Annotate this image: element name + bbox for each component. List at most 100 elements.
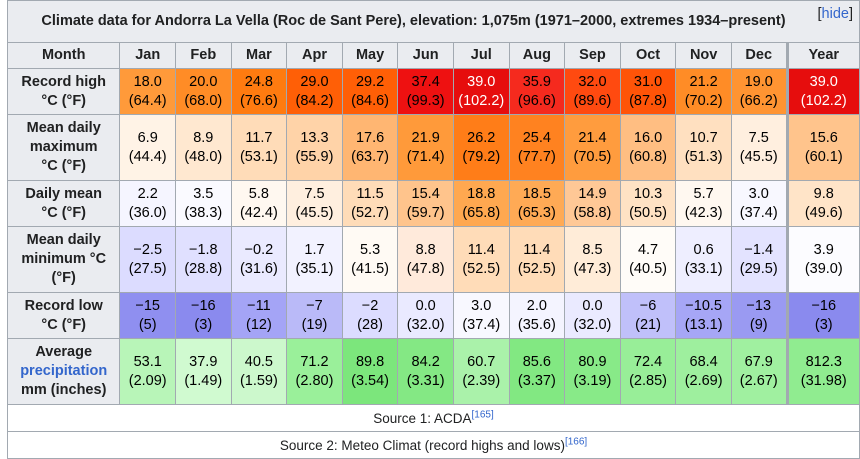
value-celsius: 84.2 (411, 353, 440, 370)
value-celsius: 0.0 (415, 297, 436, 314)
value-celsius: −16 (190, 297, 216, 314)
header-apr: Apr (286, 42, 343, 69)
header-oct: Oct (619, 42, 677, 69)
value-fahrenheit: (2.09) (128, 372, 167, 389)
cell-mean-daily-min-nov: 0.6 (33.1) (675, 226, 732, 293)
cell-record-high-dec: 19.0 (66.2) (730, 68, 788, 115)
reference-link[interactable]: [165] (471, 409, 494, 420)
value-fahrenheit: (42.3) (684, 204, 723, 221)
cell-record-low-jan: −15 (5) (119, 292, 176, 339)
cell-mean-daily-max-aug: 25.4 (77.7) (508, 114, 566, 181)
value-celsius: 21.4 (578, 129, 607, 146)
value-fahrenheit: (2.85) (629, 372, 667, 389)
value-celsius: −2.5 (133, 241, 163, 258)
value-celsius: 3.0 (748, 185, 769, 202)
value-fahrenheit: (87.8) (629, 92, 667, 109)
value-celsius: 39.0 (467, 73, 496, 90)
cell-record-low-year: −16 (3) (785, 292, 860, 339)
value-celsius: 3.5 (193, 185, 214, 202)
value-celsius: 20.0 (189, 73, 218, 90)
value-fahrenheit: (42.4) (239, 204, 278, 221)
cell-mean-daily-max-sep: 21.4 (70.5) (564, 114, 621, 181)
value-celsius: 11.5 (356, 185, 384, 202)
cell-daily-mean-jun: 15.4 (59.7) (397, 180, 454, 227)
value-fahrenheit: (37.4) (462, 316, 501, 333)
value-fahrenheit: (59.7) (406, 204, 445, 221)
value-celsius: 4.7 (637, 241, 659, 258)
cell-mean-daily-min-year: 3.9 (39.0) (785, 226, 860, 293)
value-celsius: −10.5 (685, 297, 722, 314)
cell-mean-daily-min-dec: −1.4 (29.5) (730, 226, 788, 293)
value-celsius: 24.8 (244, 73, 273, 90)
value-celsius: 11.7 (245, 129, 273, 146)
value-fahrenheit: (2.69) (684, 372, 723, 389)
value-celsius: 37.9 (189, 353, 218, 370)
value-celsius: 10.3 (633, 185, 663, 202)
cell-record-low-dec: −13 (9) (730, 292, 788, 339)
value-fahrenheit: (9) (749, 316, 768, 333)
value-fahrenheit: (33.1) (684, 260, 723, 277)
hide-link-label[interactable]: hide (821, 6, 849, 22)
source-row-2: Source 2: Meteo Climat (record highs and… (7, 431, 860, 459)
row-label-line: °C (°F) (41, 158, 87, 174)
cell-mean-daily-max-jul: 26.2 (79.2) (452, 114, 510, 181)
row-label-mean-daily-max: Mean daily maximum °C (°F) (6, 114, 121, 181)
value-celsius: 67.9 (744, 353, 773, 370)
cell-record-high-sep: 32.0 (89.6) (564, 68, 621, 115)
value-fahrenheit: (99.3) (406, 92, 445, 109)
header-jul: Jul (452, 42, 510, 69)
value-fahrenheit: (19) (301, 316, 328, 333)
row-mean-daily-min: Mean daily minimum °C (°F) −2.5 (27.5) −1.8 (2… (6, 226, 860, 293)
value-fahrenheit: (3) (194, 316, 213, 333)
cell-avg-precipitation-mar: 40.5 (1.59) (230, 338, 288, 405)
precipitation-link[interactable]: precipitation (20, 363, 108, 379)
row-label-line: (°F) (51, 270, 76, 286)
cell-record-low-nov: −10.5 (13.1) (675, 292, 732, 339)
row-daily-mean: Daily mean °C (°F) 2.2 (36.0) 3.5 (38.3) 5.8 (4… (6, 180, 860, 227)
value-celsius: 16.0 (633, 129, 663, 146)
cell-mean-daily-min-oct: 4.7 (40.5) (619, 226, 677, 293)
value-celsius: 72.4 (633, 353, 663, 370)
value-fahrenheit: (29.5) (739, 260, 778, 277)
header-mar: Mar (230, 42, 288, 69)
value-celsius: 7.5 (304, 185, 325, 202)
row-label-line: Mean daily (26, 232, 101, 248)
cell-mean-daily-max-dec: 7.5 (45.5) (730, 114, 788, 181)
value-celsius: 25.4 (522, 129, 551, 146)
value-fahrenheit: (5) (138, 316, 157, 333)
value-fahrenheit: (2.39) (462, 372, 501, 389)
cell-daily-mean-aug: 18.5 (65.3) (508, 180, 566, 227)
value-fahrenheit: (52.5) (462, 260, 501, 277)
reference-link[interactable]: [166] (564, 436, 588, 447)
value-celsius: 35.9 (522, 73, 551, 90)
row-label-line: °C (°F) (41, 92, 87, 109)
value-celsius: 60.7 (467, 353, 496, 370)
value-fahrenheit: (37.4) (739, 204, 778, 221)
value-celsius: −13 (746, 297, 772, 314)
value-fahrenheit: (2.67) (739, 372, 778, 389)
value-celsius: 29.0 (300, 73, 329, 90)
value-celsius: −6 (639, 297, 657, 314)
row-label-line: °C (°F) (41, 204, 87, 221)
hide-toggle[interactable]: [hide] (817, 6, 853, 22)
value-fahrenheit: (64.4) (128, 92, 167, 109)
value-fahrenheit: (84.6) (351, 92, 390, 109)
value-celsius: 0.6 (693, 241, 714, 258)
value-celsius: 19.0 (744, 73, 773, 90)
value-fahrenheit: (36.0) (128, 204, 167, 221)
value-fahrenheit: (32.0) (573, 316, 612, 333)
cell-record-low-feb: −16 (3) (175, 292, 232, 339)
source-row-1: Source 1: ACDA[165] (7, 404, 860, 432)
cell-daily-mean-apr: 7.5 (45.5) (286, 180, 343, 227)
row-avg-precipitation: Average precipitation mm (inches) 53.1 (2.09… (6, 338, 860, 405)
value-fahrenheit: (1.49) (184, 372, 223, 389)
cell-avg-precipitation-year: 812.3 (31.98) (785, 338, 860, 405)
cell-mean-daily-min-may: 5.3 (41.5) (341, 226, 399, 293)
cell-record-high-mar: 24.8 (76.6) (230, 68, 288, 115)
value-celsius: 2.0 (526, 297, 547, 314)
value-fahrenheit: (70.2) (684, 92, 723, 109)
value-fahrenheit: (3.19) (573, 372, 612, 389)
value-fahrenheit: (35.6) (517, 316, 556, 333)
value-celsius: 2.2 (137, 185, 158, 202)
value-fahrenheit: (21) (635, 316, 661, 333)
